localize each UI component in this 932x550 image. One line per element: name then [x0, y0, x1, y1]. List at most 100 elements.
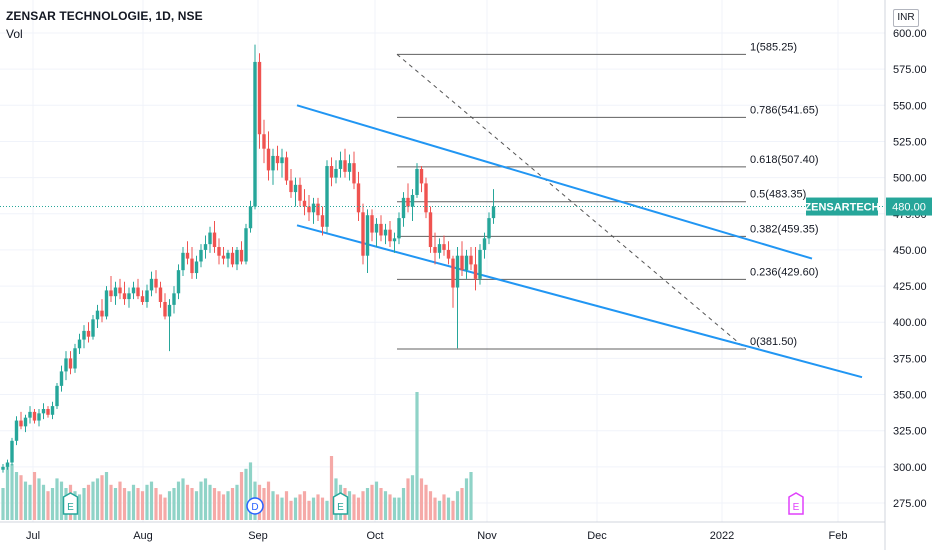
- candle-body: [356, 183, 361, 213]
- volume-bar: [271, 491, 275, 520]
- symbol-tag[interactable]: [806, 197, 878, 216]
- volume-bar: [356, 497, 361, 520]
- candle-body: [478, 249, 482, 279]
- volume-bar: [185, 484, 190, 520]
- volume-bar: [329, 456, 334, 520]
- candle-body: [280, 157, 284, 164]
- y-tick-label: 425.00: [893, 281, 927, 293]
- candle-body: [410, 194, 415, 207]
- candle-body: [145, 290, 149, 302]
- volume-bar: [149, 481, 154, 520]
- candle-body: [482, 238, 487, 250]
- volume-indicator-label[interactable]: Vol: [6, 27, 23, 41]
- candle-body: [127, 293, 131, 300]
- candle-body: [235, 249, 239, 265]
- candle-body: [424, 183, 428, 213]
- volume-bar: [82, 488, 86, 520]
- candle-body: [442, 244, 446, 250]
- volume-bar: [302, 491, 307, 520]
- volume-bar: [352, 494, 356, 520]
- x-tick-label: Aug: [133, 530, 153, 542]
- candle-body: [109, 290, 113, 297]
- candle-body: [437, 244, 442, 253]
- volume-bar: [262, 488, 266, 520]
- volume-bar: [172, 488, 176, 520]
- candle-body: [491, 206, 496, 219]
- candle-body: [307, 206, 311, 213]
- volume-bar: [203, 478, 208, 520]
- earnings-icon[interactable]: [62, 492, 79, 515]
- candle-body: [163, 301, 167, 317]
- candle-body: [298, 184, 302, 201]
- volume-bar: [298, 494, 302, 520]
- volume-bar: [469, 472, 473, 520]
- volume-bar: [158, 494, 163, 520]
- candle-body: [1, 466, 5, 470]
- candle-body: [379, 223, 383, 236]
- candle-body: [95, 310, 100, 320]
- volume-bar: [194, 491, 199, 520]
- volume-bar: [19, 475, 23, 520]
- x-tick-label: Dec: [587, 530, 607, 542]
- candle-body: [190, 258, 194, 274]
- x-tick-label: Feb: [829, 530, 848, 542]
- earnings-icon[interactable]: [788, 492, 804, 515]
- volume-bar: [424, 484, 428, 520]
- candle-body: [199, 249, 203, 262]
- volume-bar: [50, 488, 55, 520]
- candle-body: [343, 160, 347, 172]
- volume-bar: [217, 491, 221, 520]
- candle-body: [487, 218, 491, 239]
- candle-body: [32, 411, 37, 421]
- candle-body: [464, 255, 469, 271]
- candle-body: [73, 348, 77, 369]
- volume-bar: [365, 488, 370, 520]
- event-label: E: [337, 502, 344, 513]
- channel-upper-line[interactable]: [296, 104, 813, 260]
- volume-bar: [131, 484, 136, 520]
- candle-body: [172, 293, 176, 305]
- candle-body: [455, 255, 460, 288]
- volume-bar: [307, 500, 311, 520]
- fib-level-label: 0.236(429.60): [750, 266, 819, 278]
- candle-body: [59, 371, 64, 386]
- candle-body: [113, 287, 118, 297]
- volume-bar: [104, 472, 109, 520]
- candle-body: [374, 223, 379, 233]
- volume-bar: [118, 481, 122, 520]
- candle-body: [217, 247, 221, 256]
- candle-body: [37, 413, 41, 421]
- candle-body: [176, 270, 181, 294]
- earnings-icon[interactable]: [332, 492, 349, 515]
- event-label: E: [793, 502, 800, 513]
- volume-bar: [275, 494, 280, 520]
- currency-badge[interactable]: INR: [893, 9, 919, 27]
- volume-bar: [122, 488, 127, 520]
- candle-body: [365, 215, 370, 256]
- candle-body: [361, 212, 365, 256]
- x-tick-label: 2022: [710, 530, 734, 542]
- candle-body: [275, 155, 280, 164]
- volume-bar: [266, 481, 271, 520]
- x-tick-label: Oct: [366, 530, 383, 542]
- last-price-tag[interactable]: [886, 197, 932, 216]
- volume-bar: [109, 484, 113, 520]
- volume-bar: [1, 488, 5, 520]
- volume-bar: [410, 475, 415, 520]
- candle-body: [316, 203, 320, 216]
- volume-bar: [23, 481, 28, 520]
- volume-bar: [379, 488, 383, 520]
- candle-body: [388, 229, 392, 242]
- candle-body: [419, 168, 424, 184]
- volume-bar: [127, 491, 131, 520]
- candle-body: [473, 264, 478, 279]
- candle-body: [433, 247, 437, 253]
- volume-bar: [460, 488, 464, 520]
- channel-lower-line[interactable]: [296, 224, 863, 379]
- dividend-icon[interactable]: [246, 497, 264, 515]
- volume-bar: [280, 497, 284, 520]
- candle-body: [302, 200, 307, 207]
- volume-bar: [311, 497, 316, 520]
- candle-body: [203, 244, 208, 250]
